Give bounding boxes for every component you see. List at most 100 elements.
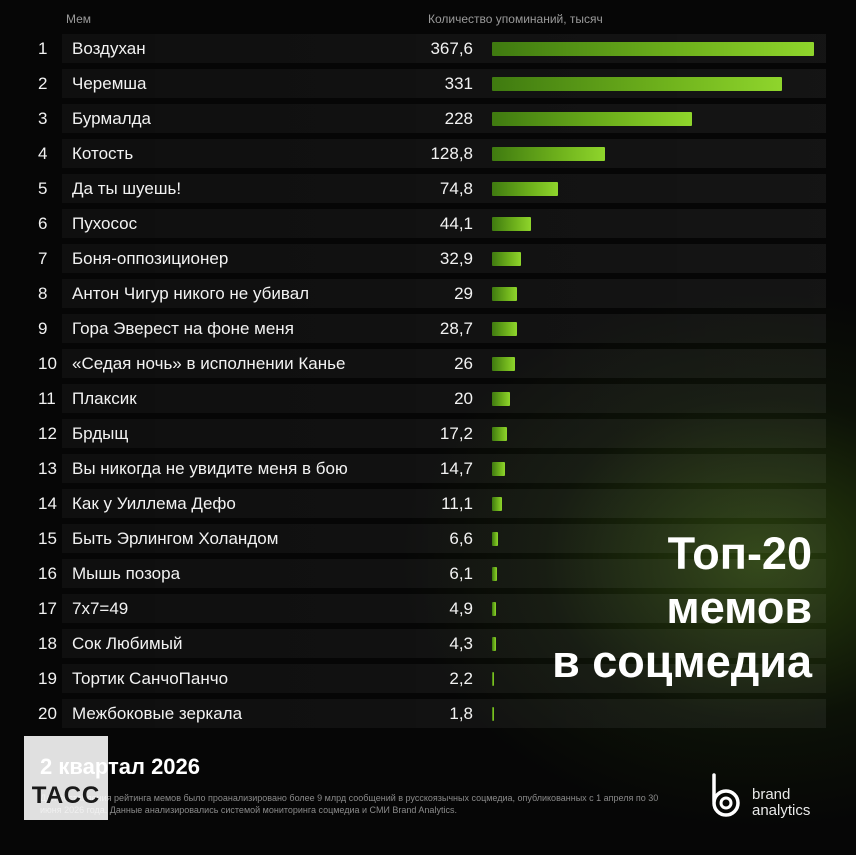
row-background xyxy=(62,384,826,413)
row-bar xyxy=(492,637,496,651)
title-line-1: Топ-20 xyxy=(667,528,812,579)
row-rank: 15 xyxy=(38,529,57,548)
brand-line-1: brand xyxy=(752,786,791,803)
title-line-2: мемов xyxy=(666,582,812,633)
brand-analytics-icon xyxy=(712,773,740,817)
row-bar xyxy=(492,427,508,441)
chart-row: 1 Воздухан 367,6 xyxy=(0,31,856,66)
chart-row: 7 Боня-оппозиционер 32,9 xyxy=(0,241,856,276)
row-rank: 1 xyxy=(38,39,48,58)
row-value-label: 128,8 xyxy=(430,144,473,163)
row-meme-name: Да ты шуешь! xyxy=(72,179,182,198)
row-rank: 12 xyxy=(38,424,57,443)
row-meme-name: Антон Чигур никого не убивал xyxy=(72,284,310,303)
row-background xyxy=(62,209,826,238)
row-background xyxy=(62,314,826,343)
row-rank: 11 xyxy=(38,389,56,408)
row-bar xyxy=(492,182,558,196)
row-rank: 13 xyxy=(38,459,57,478)
row-rank: 20 xyxy=(38,704,57,723)
row-meme-name: Межбоковые зеркала xyxy=(72,704,243,723)
brand-line-2: analytics xyxy=(752,802,811,819)
row-rank: 9 xyxy=(38,319,48,338)
row-value-label: 2,2 xyxy=(449,669,473,688)
row-value-label: 228 xyxy=(444,109,473,128)
row-background xyxy=(62,454,826,483)
chart-row: 12 Брдыщ 17,2 xyxy=(0,416,856,451)
row-value-label: 11,1 xyxy=(441,494,473,513)
row-meme-name: Котость xyxy=(72,144,134,163)
row-rank: 19 xyxy=(38,669,57,688)
row-bar xyxy=(492,602,497,616)
row-bar xyxy=(492,392,510,406)
row-background xyxy=(62,419,826,448)
column-header-meme: Мем xyxy=(66,12,92,26)
row-value-label: 44,1 xyxy=(439,214,473,233)
chart-row: 14 Как у Уиллема Дефо 11,1 xyxy=(0,486,856,521)
row-value-label: 20 xyxy=(454,389,473,408)
row-rank: 6 xyxy=(38,214,48,233)
row-value-label: 6,6 xyxy=(449,529,473,548)
row-meme-name: Пухосос xyxy=(72,214,138,233)
row-background xyxy=(62,524,826,553)
chart-row: 15 Быть Эрлингом Холандом 6,6 xyxy=(0,521,856,556)
row-meme-name: «Седая ночь» в исполнении Канье xyxy=(72,354,346,373)
row-value-label: 4,3 xyxy=(449,634,473,653)
chart-row: 18 Сок Любимый 4,3 xyxy=(0,626,856,661)
row-meme-name: Черемша xyxy=(72,74,147,93)
row-background xyxy=(62,664,826,693)
title-line-3: в соцмедиа xyxy=(552,636,812,687)
row-rank: 14 xyxy=(38,494,57,513)
row-background xyxy=(62,104,826,133)
row-value-label: 331 xyxy=(444,74,473,93)
row-meme-name: Брдыщ xyxy=(72,424,129,443)
row-value-label: 1,8 xyxy=(449,704,473,723)
row-bar xyxy=(492,462,505,476)
row-value-label: 74,8 xyxy=(439,179,473,198)
chart-title: Топ-20 мемов в соцмедиа xyxy=(492,527,812,689)
row-bar xyxy=(492,42,814,56)
row-value-label: 367,6 xyxy=(430,39,473,58)
row-meme-name: Тортик СанчоПанчо xyxy=(72,669,229,688)
row-background xyxy=(62,174,826,203)
row-bar xyxy=(492,252,521,266)
chart-row: 17 7x7=49 4,9 xyxy=(0,591,856,626)
row-background xyxy=(62,594,826,623)
row-value-label: 4,9 xyxy=(449,599,473,618)
row-rank: 3 xyxy=(38,109,48,128)
row-rank: 2 xyxy=(38,74,48,93)
row-background xyxy=(62,629,826,658)
row-background xyxy=(62,279,826,308)
row-bar xyxy=(492,532,498,546)
chart-row: 2 Черемша 331 xyxy=(0,66,856,101)
row-bar xyxy=(492,287,518,301)
chart-row: 8 Антон Чигур никого не убивал 29 xyxy=(0,276,856,311)
row-meme-name: Плаксик xyxy=(72,389,137,408)
chart-row: 19 Тортик СанчоПанчо 2,2 xyxy=(0,661,856,696)
row-meme-name: Быть Эрлингом Холандом xyxy=(72,529,279,548)
row-bar xyxy=(492,707,494,721)
row-meme-name: 7x7=49 xyxy=(72,599,129,618)
row-meme-name: Бурмалда xyxy=(72,109,151,128)
chart-row: 5 Да ты шуешь! 74,8 xyxy=(0,171,856,206)
chart-row: 11 Плаксик 20 xyxy=(0,381,856,416)
chart-row: 6 Пухосос 44,1 xyxy=(0,206,856,241)
row-background xyxy=(62,559,826,588)
row-bar xyxy=(492,77,782,91)
row-bar xyxy=(492,112,692,126)
row-rank: 7 xyxy=(38,249,48,268)
row-bar xyxy=(492,357,515,371)
row-bar xyxy=(492,672,494,686)
row-value-label: 32,9 xyxy=(439,249,473,268)
brand-analytics-logo: brand analytics xyxy=(706,771,826,821)
row-bar xyxy=(492,217,531,231)
brand-text: brand analytics xyxy=(752,787,810,819)
row-meme-name: Боня-оппозиционер xyxy=(72,249,229,268)
footnote: Для составления рейтинга мемов было проа… xyxy=(40,793,659,815)
row-meme-name: Вы никогда не увидите меня в бою xyxy=(72,459,348,478)
row-rank: 5 xyxy=(38,179,48,198)
row-background xyxy=(62,699,826,728)
row-rank: 18 xyxy=(38,634,57,653)
row-rank: 10 xyxy=(38,354,57,373)
row-background xyxy=(62,349,826,378)
